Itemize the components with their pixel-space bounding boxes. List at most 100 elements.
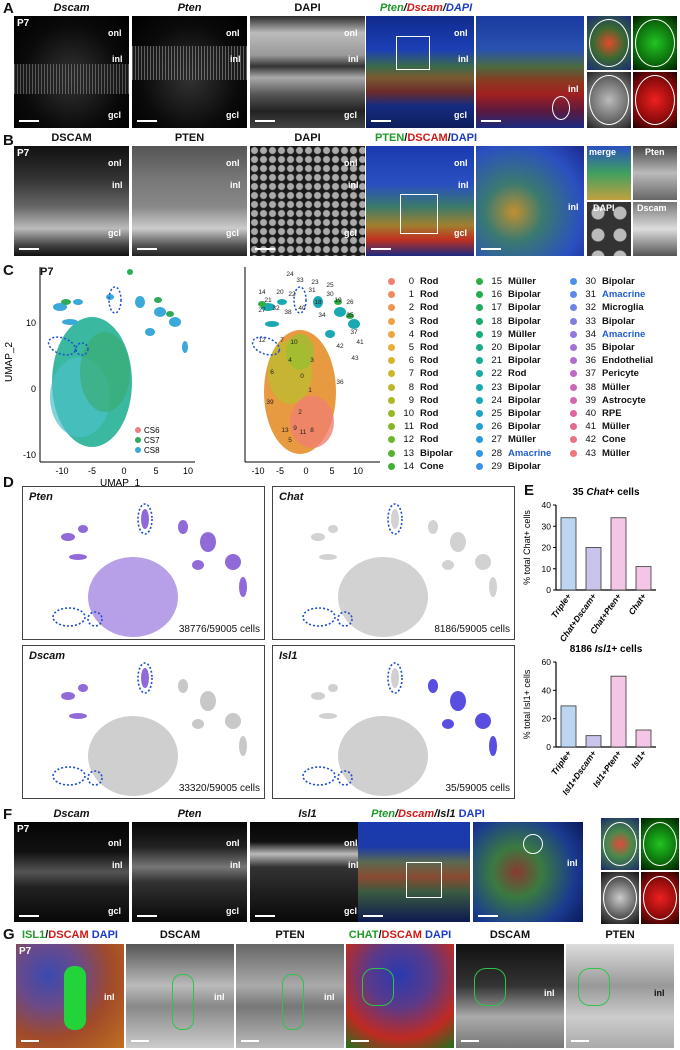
- cluster-color-swatch: [388, 409, 395, 417]
- cluster-legend-item: 20 Bipolar: [476, 342, 541, 353]
- cluster-color-swatch: [388, 436, 395, 444]
- highlight-circle: [87, 770, 103, 786]
- feature-cell-cluster: [311, 533, 325, 541]
- bar: [635, 729, 652, 748]
- y-axis-label: % total Isl1+ cells: [522, 669, 532, 739]
- feature-cell-cluster: [428, 679, 438, 693]
- inset-f-gray: [601, 872, 639, 924]
- feature-cell-cluster: [489, 736, 497, 756]
- feature-cell-cluster: [178, 679, 188, 693]
- cluster-legend-item: 43 Müller: [570, 448, 630, 459]
- micrograph-a-dapi: onl inl gcl: [250, 16, 365, 128]
- micrograph-f-pten: onl inl gcl: [132, 822, 247, 922]
- highlight-circle: [52, 607, 86, 627]
- y-tick-label: 40: [542, 685, 552, 695]
- feature-cell-cluster: [200, 691, 216, 711]
- x-tick: -5: [276, 466, 284, 476]
- umap-cluster-label: 24: [286, 271, 294, 278]
- cluster-color-swatch: [570, 436, 577, 444]
- inset-b-dapi: DAPI: [587, 202, 631, 256]
- inset-f-red: [641, 872, 679, 924]
- x-tick: 5: [153, 466, 158, 476]
- feature-cell-cluster: [475, 713, 491, 729]
- micrograph-g-pten-1: inl: [236, 944, 344, 1048]
- x-tick: 10: [183, 466, 193, 476]
- panelG-title-6: PTEN: [605, 929, 635, 941]
- feature-cell-cluster: [88, 716, 178, 796]
- cluster-color-swatch: [570, 383, 577, 391]
- cluster-legend-item: 3 Rod: [388, 316, 438, 327]
- umap-left-ylabel: UMAP_2: [4, 342, 15, 382]
- cluster-legend-item: 15 Müller: [476, 276, 536, 287]
- cluster-color-swatch: [388, 383, 395, 391]
- feature-cell-cluster: [141, 509, 149, 529]
- panelF-merge-title: Pten/Dscam/Isl1 DAPI: [371, 808, 485, 820]
- feature-cell-cluster: [311, 692, 325, 700]
- cluster-color-swatch: [388, 449, 395, 457]
- batch-legend: CS6 CS7 CS8: [135, 426, 160, 455]
- micrograph-f-isl1: onl inl gcl: [250, 822, 365, 922]
- umap-plots: 10 0 -10 -10 -5 0 5 10 UMAP_1 UMAP_2 CS6…: [4, 267, 380, 489]
- cluster-color-swatch: [570, 409, 577, 417]
- highlight-circle: [387, 503, 403, 535]
- y-tick: -10: [23, 450, 36, 460]
- feature-cell-cluster: [61, 533, 75, 541]
- umap-cluster-label: 23: [311, 279, 319, 286]
- cluster-legend-item: 29 Bipolar: [476, 461, 541, 472]
- micrograph-f-dscam: P7 onl inl gcl: [14, 822, 129, 922]
- bar: [585, 735, 602, 748]
- x-tick: -10: [55, 466, 68, 476]
- feature-cell-cluster: [192, 719, 204, 729]
- umap-cluster-label: 14: [258, 289, 266, 296]
- cluster-color-swatch: [570, 277, 577, 285]
- cluster-color-swatch: [476, 370, 483, 378]
- highlight-circle: [337, 611, 353, 627]
- cluster-legend-item: 32 Microglia: [570, 302, 644, 313]
- umap-cluster-label: 7: [280, 337, 284, 344]
- cluster-color-swatch: [476, 330, 483, 338]
- feature-cell-cluster: [328, 525, 338, 533]
- micrograph-g-chat-merge: [346, 944, 454, 1048]
- y-tick-label: 20: [542, 714, 552, 724]
- cluster-legend-item: 6 Rod: [388, 355, 438, 366]
- feature-cell-cluster: [338, 557, 428, 637]
- cluster-legend-item: 0 Rod: [388, 276, 438, 287]
- inset-a-merge: [587, 16, 631, 70]
- cluster-color-swatch: [570, 396, 577, 404]
- featureplot-dscam: Dscam 33320/59005 cells: [22, 645, 265, 799]
- cluster-legend-item: 7 Rod: [388, 368, 438, 379]
- cluster-legend-item: 11 Rod: [388, 421, 438, 432]
- highlight-circle: [302, 607, 336, 627]
- featureplot-chat: Chat 8186/59005 cells: [272, 486, 515, 640]
- cluster-color-swatch: [388, 317, 395, 325]
- feature-cell-cluster: [178, 520, 188, 534]
- cluster-legend-item: 28 Amacrine: [476, 448, 551, 459]
- cluster-color-swatch: [570, 423, 577, 431]
- highlight-circle: [52, 766, 86, 786]
- y-tick-label: 10: [542, 564, 552, 574]
- cluster-legend-item: 36 Endothelial: [570, 355, 653, 366]
- panelG-title-5: DSCAM: [489, 929, 531, 941]
- panelF-title-dscam: Dscam: [53, 808, 90, 820]
- x-tick: 0: [303, 466, 308, 476]
- cluster-color-swatch: [570, 291, 577, 299]
- umap-cluster-label: 10: [290, 339, 298, 346]
- cluster-color-swatch: [388, 291, 395, 299]
- cluster-legend-item: 16 Bipolar: [476, 289, 541, 300]
- umap-cluster-label: 22: [288, 291, 296, 298]
- umap-cluster-label: 25: [326, 282, 334, 289]
- umap-cluster-label: 6: [270, 369, 274, 376]
- feature-cell-cluster: [192, 560, 204, 570]
- cluster-legend-item: 5 Rod: [388, 342, 438, 353]
- umap-cluster-label: 31: [308, 287, 316, 294]
- cluster-color-swatch: [476, 317, 483, 325]
- featureplot-isl1: Isl1 35/59005 cells: [272, 645, 515, 799]
- cluster-color-swatch: [476, 343, 483, 351]
- umap-cluster-label: 1: [308, 387, 312, 394]
- y-tick: 10: [26, 318, 36, 328]
- panelB-merge-title: PTEN/DSCAM/DAPI: [374, 132, 478, 144]
- feature-cell-cluster: [88, 557, 178, 637]
- highlight-circle: [137, 662, 153, 694]
- umap-cluster-label: 18: [314, 299, 322, 306]
- cluster-color-swatch: [388, 277, 395, 285]
